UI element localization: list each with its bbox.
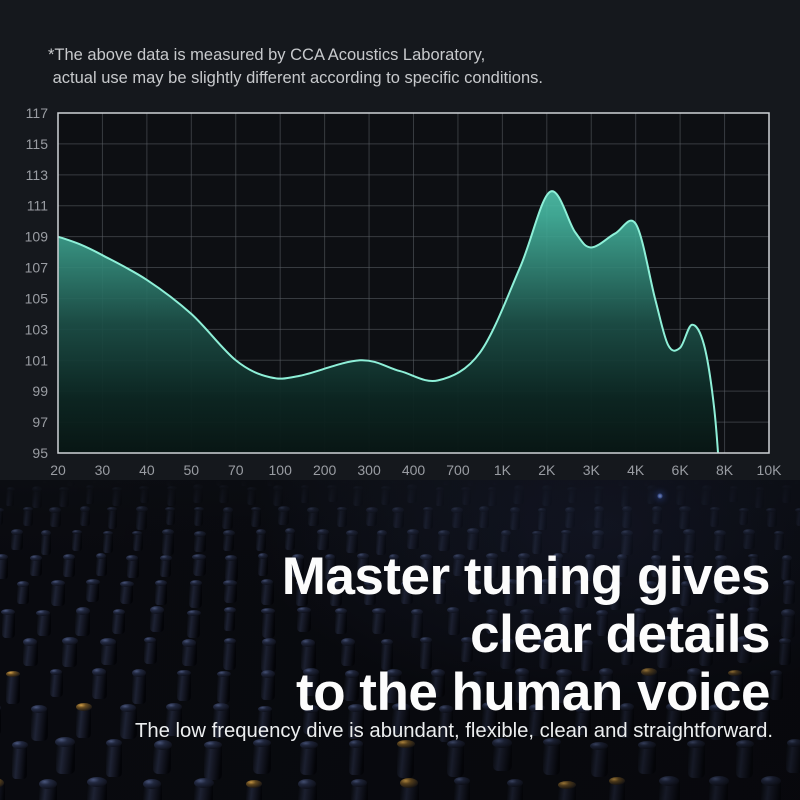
svg-text:8K: 8K [716,462,734,478]
svg-text:10K: 10K [757,462,783,478]
svg-text:115: 115 [26,136,49,152]
svg-text:117: 117 [26,105,49,121]
svg-text:105: 105 [25,290,49,306]
svg-text:107: 107 [25,260,49,276]
svg-text:4K: 4K [627,462,645,478]
svg-text:50: 50 [184,462,200,478]
svg-text:700: 700 [446,462,470,478]
svg-text:99: 99 [32,383,48,399]
svg-text:70: 70 [228,462,244,478]
svg-text:113: 113 [26,167,49,183]
svg-text:30: 30 [95,462,111,478]
svg-text:20: 20 [50,462,66,478]
svg-text:109: 109 [25,229,49,245]
svg-text:2K: 2K [538,462,556,478]
svg-text:111: 111 [27,198,48,214]
svg-text:100: 100 [269,462,293,478]
svg-text:101: 101 [25,352,49,368]
svg-text:40: 40 [139,462,155,478]
svg-text:200: 200 [313,462,337,478]
svg-text:3K: 3K [583,462,601,478]
svg-text:95: 95 [32,445,48,461]
svg-text:400: 400 [402,462,426,478]
svg-text:1K: 1K [494,462,512,478]
svg-text:6K: 6K [672,462,690,478]
svg-text:97: 97 [32,414,48,430]
svg-text:300: 300 [357,462,381,478]
svg-text:103: 103 [25,321,49,337]
